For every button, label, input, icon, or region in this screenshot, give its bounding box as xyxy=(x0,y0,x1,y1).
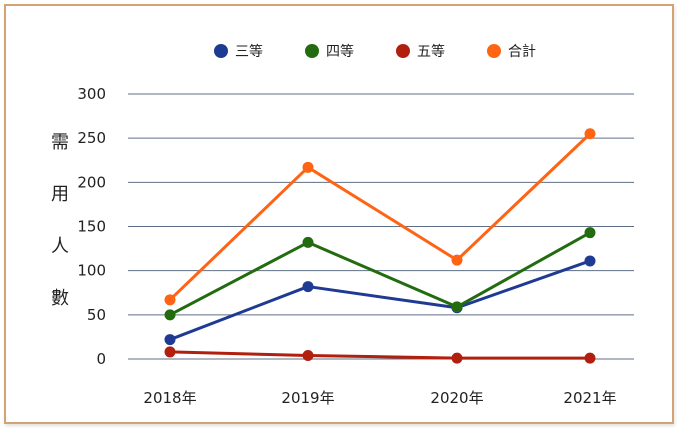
y-axis-label-char: 用 xyxy=(51,184,69,205)
data-point xyxy=(451,301,463,313)
data-point xyxy=(164,294,176,306)
data-point xyxy=(164,346,176,358)
x-tick-label: 2020年 xyxy=(430,389,483,407)
data-point xyxy=(164,309,176,321)
series-line xyxy=(168,132,592,301)
y-tick-label: 300 xyxy=(77,85,106,103)
y-tick-label: 50 xyxy=(87,306,106,324)
grid-lines xyxy=(128,93,634,360)
x-tick-label: 2018年 xyxy=(143,389,196,407)
y-axis-label-char: 需 xyxy=(51,132,69,153)
data-point xyxy=(584,128,596,140)
legend-marker xyxy=(305,44,319,58)
data-point xyxy=(584,227,596,239)
data-point xyxy=(302,281,314,293)
data-point xyxy=(584,255,596,267)
y-tick-label: 150 xyxy=(77,218,106,236)
series-line xyxy=(169,259,591,341)
y-axis-label-char: 人 xyxy=(51,236,69,257)
data-point xyxy=(302,236,314,248)
legend: 三等 四等 五等 合計 xyxy=(214,43,536,60)
data-point xyxy=(584,352,596,364)
x-axis-ticks: 2018年 2019年 2020年 2021年 xyxy=(143,389,616,407)
data-point xyxy=(302,161,314,173)
legend-label: 三等 xyxy=(235,43,263,60)
x-tick-label: 2019年 xyxy=(281,389,334,407)
y-tick-label: 0 xyxy=(96,350,106,368)
y-tick-label: 100 xyxy=(77,262,106,280)
data-point xyxy=(164,334,176,346)
data-point xyxy=(451,254,463,266)
legend-label: 四等 xyxy=(326,43,354,60)
legend-label: 五等 xyxy=(417,43,445,60)
y-axis-ticks: 0 50 100 150 200 250 300 xyxy=(77,85,106,368)
legend-marker xyxy=(396,44,410,58)
data-point xyxy=(451,352,463,364)
legend-marker xyxy=(487,44,501,58)
y-tick-label: 200 xyxy=(77,173,106,191)
y-tick-label: 250 xyxy=(77,129,106,147)
data-point xyxy=(302,349,314,361)
series-line xyxy=(169,350,590,360)
series-lines xyxy=(164,128,596,364)
x-tick-label: 2021年 xyxy=(563,389,616,407)
chart-frame xyxy=(4,4,674,424)
legend-label: 合計 xyxy=(508,44,536,60)
y-axis-label-char: 數 xyxy=(51,288,69,309)
legend-marker xyxy=(214,44,228,58)
series-line xyxy=(169,231,591,317)
